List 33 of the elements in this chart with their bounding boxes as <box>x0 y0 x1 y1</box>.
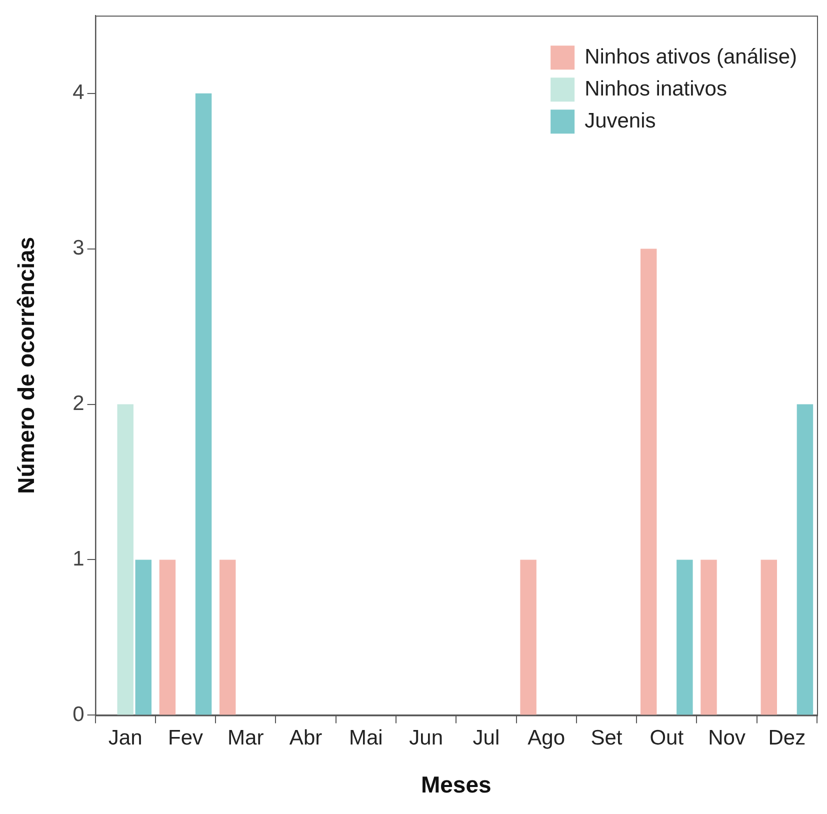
bar <box>159 560 176 715</box>
y-tick-label: 2 <box>72 392 84 416</box>
bar <box>676 560 693 715</box>
legend-label: Ninhos inativos <box>584 77 727 100</box>
y-tick-label: 1 <box>72 548 84 571</box>
x-tick-label: Nov <box>708 726 746 750</box>
x-tick-label: Mar <box>228 726 264 750</box>
bar <box>520 560 536 715</box>
y-axis-title: Número de ocorrências <box>13 236 40 494</box>
x-tick-label: Fev <box>168 726 204 750</box>
bar <box>219 560 236 715</box>
x-tick-label: Dez <box>768 726 806 750</box>
bar <box>135 560 152 715</box>
x-tick-label: Out <box>650 726 684 750</box>
bar <box>117 404 134 715</box>
y-tick-label: 4 <box>72 81 85 104</box>
bar <box>760 560 778 715</box>
x-tick-label: Mai <box>349 726 383 750</box>
x-tick-label: Jan <box>108 726 142 750</box>
x-tick-label: Jun <box>409 726 443 750</box>
x-tick-label: Jul <box>472 726 500 750</box>
bar <box>195 93 212 715</box>
legend-label: Juvenis <box>584 109 656 132</box>
bar <box>640 248 657 715</box>
bar <box>700 560 717 715</box>
x-tick-label: Set <box>590 726 622 750</box>
x-tick-label: Abr <box>289 726 322 750</box>
x-axis-title: Meses <box>420 772 492 798</box>
y-tick-label: 3 <box>72 236 84 260</box>
bar <box>796 404 814 715</box>
x-tick-label: Ago <box>528 726 566 750</box>
y-tick-label: 0 <box>72 702 84 726</box>
legend-label: Ninhos ativos (análise) <box>584 45 798 68</box>
